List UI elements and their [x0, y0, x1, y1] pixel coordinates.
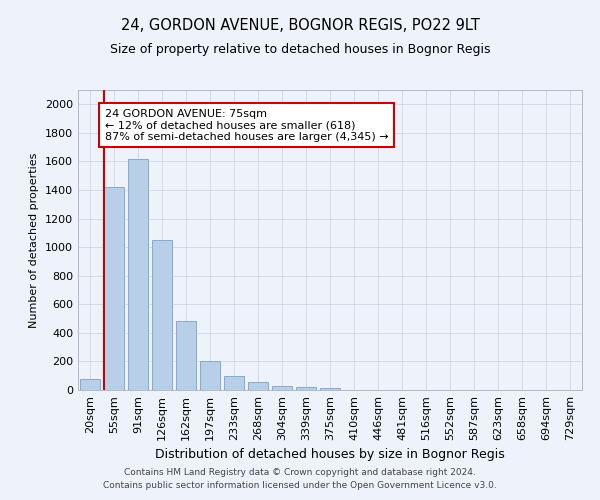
Bar — [104, 187, 124, 390]
Bar — [128, 158, 148, 390]
Bar — [152, 240, 172, 390]
Text: Contains HM Land Registry data © Crown copyright and database right 2024.: Contains HM Land Registry data © Crown c… — [124, 468, 476, 477]
Text: Size of property relative to detached houses in Bognor Regis: Size of property relative to detached ho… — [110, 42, 490, 56]
Bar — [176, 322, 196, 390]
Bar — [320, 388, 340, 390]
Bar — [272, 386, 292, 390]
Bar — [200, 362, 220, 390]
X-axis label: Distribution of detached houses by size in Bognor Regis: Distribution of detached houses by size … — [155, 448, 505, 462]
Text: 24, GORDON AVENUE, BOGNOR REGIS, PO22 9LT: 24, GORDON AVENUE, BOGNOR REGIS, PO22 9L… — [121, 18, 479, 32]
Y-axis label: Number of detached properties: Number of detached properties — [29, 152, 40, 328]
Bar — [296, 387, 316, 390]
Text: 24 GORDON AVENUE: 75sqm
← 12% of detached houses are smaller (618)
87% of semi-d: 24 GORDON AVENUE: 75sqm ← 12% of detache… — [105, 108, 389, 142]
Text: Contains public sector information licensed under the Open Government Licence v3: Contains public sector information licen… — [103, 480, 497, 490]
Bar — [248, 382, 268, 390]
Bar — [80, 380, 100, 390]
Bar — [224, 376, 244, 390]
